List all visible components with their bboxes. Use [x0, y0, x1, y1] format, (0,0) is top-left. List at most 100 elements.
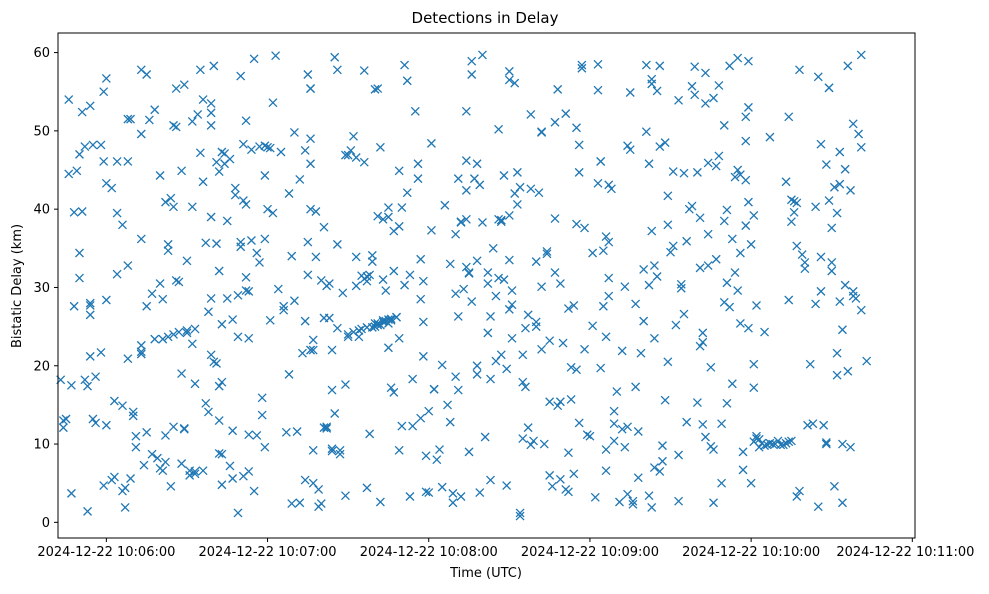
data-point-marker [332, 239, 342, 249]
data-point-marker [238, 139, 248, 149]
data-point-marker [120, 483, 130, 493]
y-tick-label: 20 [33, 359, 50, 374]
data-point-marker [75, 248, 84, 258]
data-point-marker [741, 221, 751, 231]
data-point-marker [107, 183, 117, 193]
chart-title: Detections in Delay [412, 9, 559, 27]
data-point-marker [714, 151, 724, 161]
data-point-marker [765, 132, 775, 142]
y-tick-label: 50 [33, 124, 50, 139]
data-point-marker [163, 246, 173, 256]
data-point-marker [598, 246, 608, 256]
data-point-marker [717, 478, 727, 488]
data-point-marker [625, 88, 635, 97]
data-point-marker [709, 93, 718, 103]
data-point-marker [687, 201, 697, 211]
data-point-marker [370, 319, 380, 328]
data-point-marker [835, 179, 845, 189]
data-point-marker [480, 432, 490, 442]
data-point-marker [349, 131, 358, 141]
data-point-marker [467, 56, 477, 66]
data-point-marker [118, 220, 127, 230]
data-point-marker [851, 293, 861, 303]
data-point-marker [203, 407, 213, 417]
data-point-marker [663, 191, 673, 201]
data-point-marker [515, 182, 525, 192]
data-point-marker [209, 61, 219, 71]
data-point-marker [316, 499, 326, 509]
data-point-marker [386, 315, 396, 325]
data-point-marker [214, 381, 224, 391]
data-point-marker [233, 332, 243, 342]
data-point-marker [789, 207, 799, 217]
data-point-marker [58, 423, 68, 433]
x-tick-label: 2024-12-22 10:10:00 [682, 545, 820, 560]
data-point-marker [112, 208, 122, 218]
data-point-marker [778, 440, 788, 450]
data-point-marker [768, 439, 778, 449]
data-point-marker [700, 99, 710, 108]
data-point-marker [418, 276, 428, 286]
data-point-marker [596, 156, 606, 166]
data-point-marker [604, 291, 614, 301]
data-point-marker [324, 313, 334, 323]
data-point-marker [217, 147, 227, 157]
data-point-marker [177, 369, 187, 379]
data-point-marker [545, 470, 555, 480]
data-point-marker [206, 350, 216, 360]
data-point-marker [150, 105, 160, 115]
data-point-marker [217, 480, 227, 490]
data-point-marker [547, 481, 557, 491]
data-point-marker [212, 239, 221, 249]
data-point-marker [738, 447, 748, 457]
data-point-marker [289, 127, 299, 137]
data-point-marker [300, 316, 310, 326]
data-point-marker [257, 410, 267, 420]
data-point-marker [437, 482, 447, 492]
data-point-marker [228, 315, 238, 325]
data-point-marker [625, 145, 635, 155]
data-point-marker [461, 106, 471, 116]
data-point-marker [408, 374, 418, 384]
data-point-marker [741, 175, 751, 185]
data-point-marker [671, 320, 681, 330]
data-point-marker [601, 232, 611, 242]
data-point-marker [206, 120, 216, 130]
data-point-marker [206, 293, 216, 303]
data-point-marker [394, 221, 404, 231]
data-point-marker [421, 487, 431, 497]
data-point-marker [77, 107, 87, 117]
data-point-marker [171, 275, 181, 285]
data-point-marker [365, 270, 375, 280]
data-point-marker [177, 166, 187, 176]
data-point-marker [75, 149, 84, 159]
data-point-marker [676, 283, 686, 293]
data-point-marker [279, 301, 289, 311]
data-point-marker [486, 311, 495, 321]
data-point-marker [58, 416, 68, 426]
data-point-marker [265, 143, 275, 153]
data-point-marker [255, 257, 264, 267]
data-point-marker [343, 150, 353, 160]
data-point-marker [623, 489, 633, 499]
data-point-marker [330, 52, 340, 62]
data-point-marker [706, 362, 716, 372]
data-point-marker [201, 238, 211, 248]
data-point-marker [652, 86, 662, 96]
x-tick-label: 2024-12-22 10:07:00 [199, 545, 337, 560]
data-point-marker [123, 114, 133, 124]
data-point-marker [421, 451, 431, 461]
data-point-marker [743, 323, 753, 333]
data-point-marker [601, 466, 611, 476]
data-point-marker [483, 279, 493, 289]
data-point-marker [797, 250, 807, 260]
data-point-marker [448, 498, 458, 508]
data-point-marker [161, 430, 170, 440]
data-point-marker [545, 336, 555, 346]
data-point-marker [784, 437, 794, 447]
data-point-marker [743, 56, 753, 66]
data-point-marker [805, 359, 815, 369]
data-point-marker [77, 207, 87, 216]
data-point-marker [846, 185, 855, 195]
data-point-marker [306, 134, 315, 144]
